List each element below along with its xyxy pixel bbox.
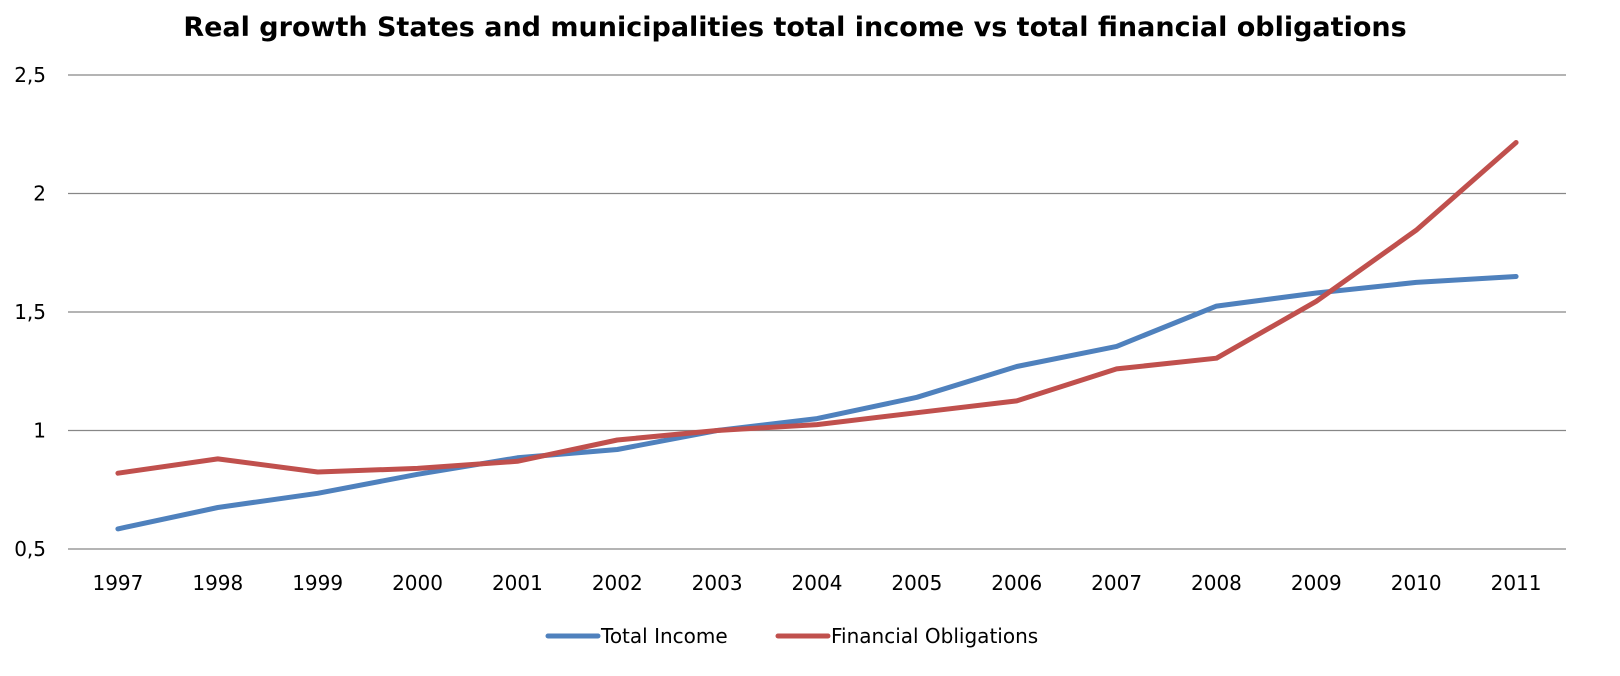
x-tick-label: 2003 [692, 571, 743, 595]
x-tick-label: 2007 [1091, 571, 1142, 595]
y-tick-label: 1,5 [14, 300, 46, 324]
legend: Total Income Financial Obligations [545, 624, 1038, 648]
x-tick-label: 2002 [592, 571, 643, 595]
gridlines [68, 74, 1566, 550]
x-tick-label: 2006 [991, 571, 1042, 595]
x-tick-label: 2008 [1191, 571, 1242, 595]
x-axis-tick-labels: 1997 1998 1999 2000 2001 2002 2003 2004 2005 2006… [92, 571, 1541, 595]
x-tick-label: 2000 [392, 571, 443, 595]
series-line-total-income [115, 274, 1519, 532]
x-tick-label: 1999 [292, 571, 343, 595]
x-tick-label: 2004 [792, 571, 843, 595]
series-line-financial-obligations [115, 140, 1519, 476]
x-tick-label: 1998 [192, 571, 243, 595]
chart-title: Real growth States and municipalities to… [183, 12, 1406, 43]
y-tick-label: 2,5 [14, 63, 46, 87]
x-tick-label: 2005 [891, 571, 942, 595]
y-tick-label: 2 [33, 182, 46, 206]
x-tick-label: 2010 [1391, 571, 1442, 595]
x-tick-label: 2011 [1491, 571, 1542, 595]
legend-label-financial-obligations: Financial Obligations [831, 624, 1038, 648]
y-tick-label: 0,5 [14, 537, 46, 561]
legend-label-total-income: Total Income [600, 624, 728, 648]
y-tick-label: 1 [33, 419, 46, 443]
x-tick-label: 2001 [492, 571, 543, 595]
series-lines [115, 140, 1519, 532]
y-axis-tick-labels: 0,5 1 1,5 2 2,5 [14, 63, 46, 561]
x-tick-label: 2009 [1291, 571, 1342, 595]
x-tick-label: 1997 [92, 571, 143, 595]
